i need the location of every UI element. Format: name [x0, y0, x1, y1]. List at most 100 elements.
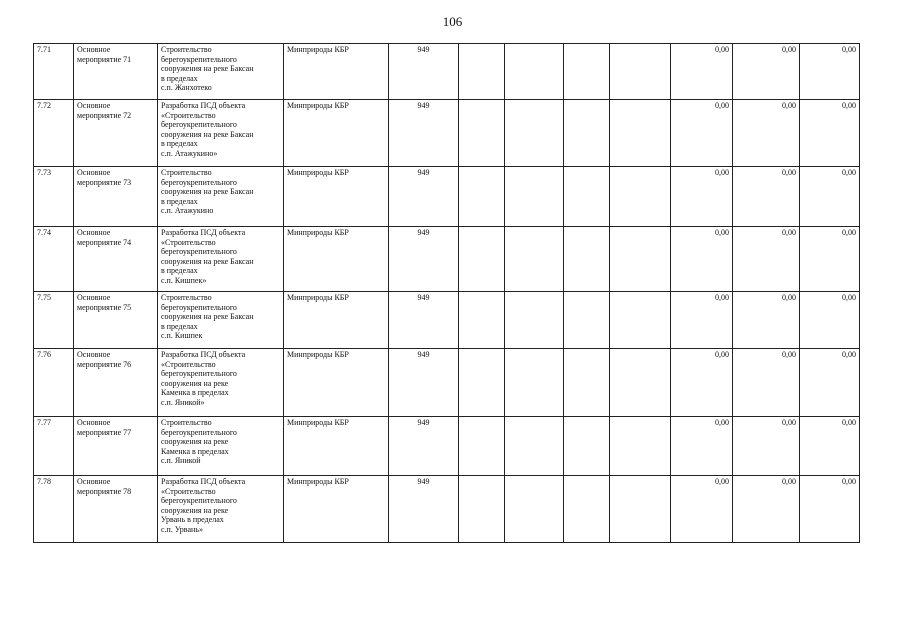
empty-cell	[458, 226, 505, 292]
row-number: 7.72	[33, 99, 74, 167]
amount-3: 0,00	[799, 475, 860, 543]
empty-cell	[563, 43, 610, 100]
table-row: 7.78 Основное мероприятие 78 Разработка ПС…	[33, 475, 860, 543]
empty-cell	[504, 43, 564, 100]
table-row: 7.72 Основное мероприятие 72 Разработка ПС…	[33, 99, 860, 167]
budget-code: 949	[388, 226, 459, 292]
measure-type: Основное мероприятие 75	[73, 291, 158, 349]
measure-description: Разработка ПСД объекта «Строительство бе…	[157, 348, 284, 417]
amount-2: 0,00	[732, 348, 800, 417]
empty-cell	[609, 43, 671, 100]
measure-type: Основное мероприятие 74	[73, 226, 158, 292]
empty-cell	[609, 226, 671, 292]
amount-2: 0,00	[732, 416, 800, 476]
measure-description: Разработка ПСД объекта «Строительство бе…	[157, 99, 284, 167]
measure-type: Основное мероприятие 78	[73, 475, 158, 543]
row-number: 7.78	[33, 475, 74, 543]
empty-cell	[563, 226, 610, 292]
amount-1: 0,00	[670, 475, 733, 543]
empty-cell	[563, 166, 610, 227]
responsible-org: Минприроды КБР	[283, 43, 389, 100]
measure-type: Основное мероприятие 71	[73, 43, 158, 100]
empty-cell	[563, 348, 610, 417]
amount-1: 0,00	[670, 99, 733, 167]
measure-description: Разработка ПСД объекта «Строительство бе…	[157, 226, 284, 292]
amount-2: 0,00	[732, 43, 800, 100]
amount-2: 0,00	[732, 99, 800, 167]
measure-description: Строительство берегоукрепительного соору…	[157, 416, 284, 476]
amount-1: 0,00	[670, 291, 733, 349]
empty-cell	[504, 226, 564, 292]
measure-description: Разработка ПСД объекта «Строительство бе…	[157, 475, 284, 543]
empty-cell	[609, 99, 671, 167]
responsible-org: Минприроды КБР	[283, 99, 389, 167]
measure-type: Основное мероприятие 76	[73, 348, 158, 417]
budget-code: 949	[388, 43, 459, 100]
empty-cell	[458, 416, 505, 476]
amount-1: 0,00	[670, 226, 733, 292]
measure-description: Строительство берегоукрепительного соору…	[157, 43, 284, 100]
row-number: 7.75	[33, 291, 74, 349]
budget-code: 949	[388, 291, 459, 349]
amount-3: 0,00	[799, 43, 860, 100]
responsible-org: Минприроды КБР	[283, 348, 389, 417]
row-number: 7.76	[33, 348, 74, 417]
amount-2: 0,00	[732, 166, 800, 227]
empty-cell	[458, 99, 505, 167]
responsible-org: Минприроды КБР	[283, 291, 389, 349]
budget-code: 949	[388, 475, 459, 543]
measure-description: Строительство берегоукрепительного соору…	[157, 291, 284, 349]
empty-cell	[563, 99, 610, 167]
amount-1: 0,00	[670, 416, 733, 476]
empty-cell	[458, 43, 505, 100]
empty-cell	[458, 166, 505, 227]
empty-cell	[609, 291, 671, 349]
amount-1: 0,00	[670, 166, 733, 227]
responsible-org: Минприроды КБР	[283, 226, 389, 292]
measure-description: Строительство берегоукрепительного соору…	[157, 166, 284, 227]
amount-2: 0,00	[732, 226, 800, 292]
row-number: 7.73	[33, 166, 74, 227]
empty-cell	[458, 291, 505, 349]
amount-3: 0,00	[799, 416, 860, 476]
empty-cell	[563, 291, 610, 349]
measure-type: Основное мероприятие 73	[73, 166, 158, 227]
table-row: 7.73 Основное мероприятие 73 Строительство…	[33, 166, 860, 227]
row-number: 7.77	[33, 416, 74, 476]
responsible-org: Минприроды КБР	[283, 166, 389, 227]
table-row: 7.71 Основное мероприятие 71 Строительство…	[33, 43, 860, 100]
table-row: 7.77 Основное мероприятие 77 Строительство…	[33, 416, 860, 476]
table-row: 7.74 Основное мероприятие 74 Разработка ПС…	[33, 226, 860, 292]
amount-3: 0,00	[799, 291, 860, 349]
amount-2: 0,00	[732, 291, 800, 349]
budget-code: 949	[388, 416, 459, 476]
empty-cell	[609, 166, 671, 227]
table-row: 7.76 Основное мероприятие 76 Разработка ПС…	[33, 348, 860, 417]
page-number: 106	[442, 14, 463, 29]
amount-3: 0,00	[799, 348, 860, 417]
amount-1: 0,00	[670, 348, 733, 417]
empty-cell	[504, 99, 564, 167]
empty-cell	[458, 475, 505, 543]
row-number: 7.74	[33, 226, 74, 292]
empty-cell	[609, 475, 671, 543]
measures-table: 7.71 Основное мероприятие 71 Строительство…	[33, 43, 860, 543]
table-row: 7.75 Основное мероприятие 75 Строительство…	[33, 291, 860, 349]
empty-cell	[563, 475, 610, 543]
amount-2: 0,00	[732, 475, 800, 543]
empty-cell	[504, 475, 564, 543]
budget-code: 949	[388, 348, 459, 417]
row-number: 7.71	[33, 43, 74, 100]
empty-cell	[504, 348, 564, 417]
budget-code: 949	[388, 166, 459, 227]
responsible-org: Минприроды КБР	[283, 475, 389, 543]
responsible-org: Минприроды КБР	[283, 416, 389, 476]
empty-cell	[504, 166, 564, 227]
amount-3: 0,00	[799, 99, 860, 167]
measure-type: Основное мероприятие 77	[73, 416, 158, 476]
amount-3: 0,00	[799, 226, 860, 292]
empty-cell	[458, 348, 505, 417]
amount-1: 0,00	[670, 43, 733, 100]
empty-cell	[609, 348, 671, 417]
